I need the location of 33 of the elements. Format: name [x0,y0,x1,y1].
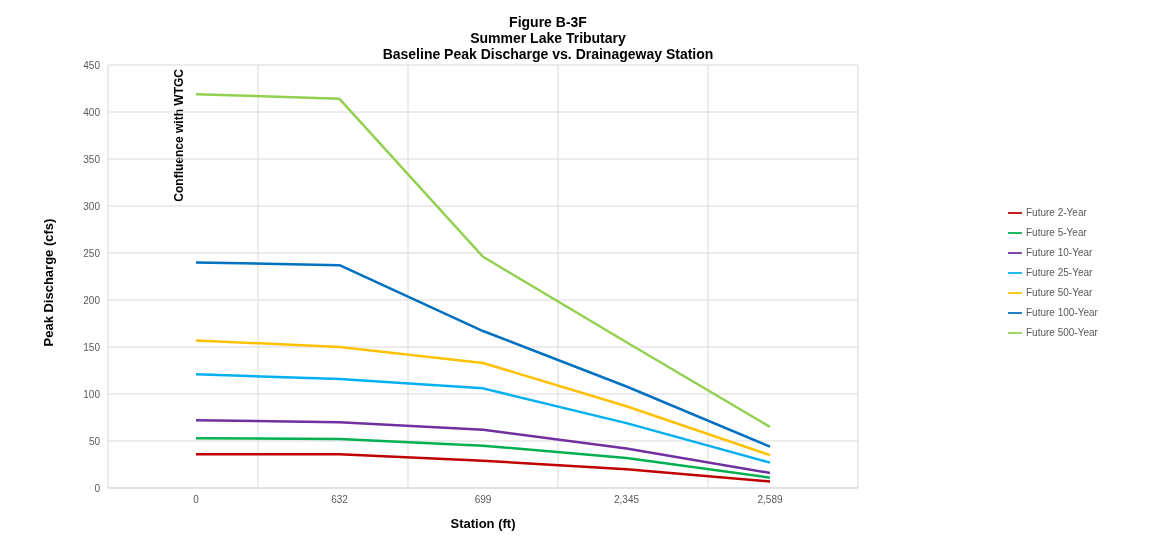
chart-title: Figure B-3F Summer Lake Tributary Baseline Peak Discharge vs. Drainageway Station [381,14,715,62]
legend-label: Future 2-Year [1026,207,1087,218]
legend-label: Future 100-Year [1026,307,1098,318]
legend-label: Future 50-Year [1026,287,1093,298]
x-tick-label: 632 [331,494,349,506]
y-tick-label: 200 [83,294,101,306]
y-tick-label: 450 [83,59,101,71]
x-axis-title: Station (ft) [450,516,516,531]
y-tick-label: 0 [94,482,101,494]
y-axis-title: Peak Discharge (cfs) [40,218,56,347]
line-series [194,339,772,457]
y-tick-label: 50 [88,435,101,447]
y-tick-label: 400 [83,106,101,118]
y-tick-label: 100 [83,388,101,400]
x-tick-label: 2,589 [757,494,783,506]
x-tick-label: 2,345 [613,494,640,506]
legend-label: Future 10-Year [1026,247,1093,258]
line-series [194,452,772,483]
legend-label: Future 500-Year [1026,327,1098,338]
y-tick-label: 300 [83,200,101,212]
y-tick-label: 350 [83,153,101,165]
legend-label: Future 25-Year [1026,267,1093,278]
line-series [194,261,772,448]
x-tick-label: 699 [474,494,492,506]
line-series [194,92,772,429]
x-tick-label: 0 [193,494,200,506]
y-tick-label: 150 [83,341,101,353]
line-series [194,436,772,479]
legend-label: Future 5-Year [1026,227,1087,238]
line-series [194,419,772,475]
line-series [194,373,772,464]
y-tick-label: 250 [83,247,101,259]
annotation: Confluence with WTGC [172,69,186,202]
